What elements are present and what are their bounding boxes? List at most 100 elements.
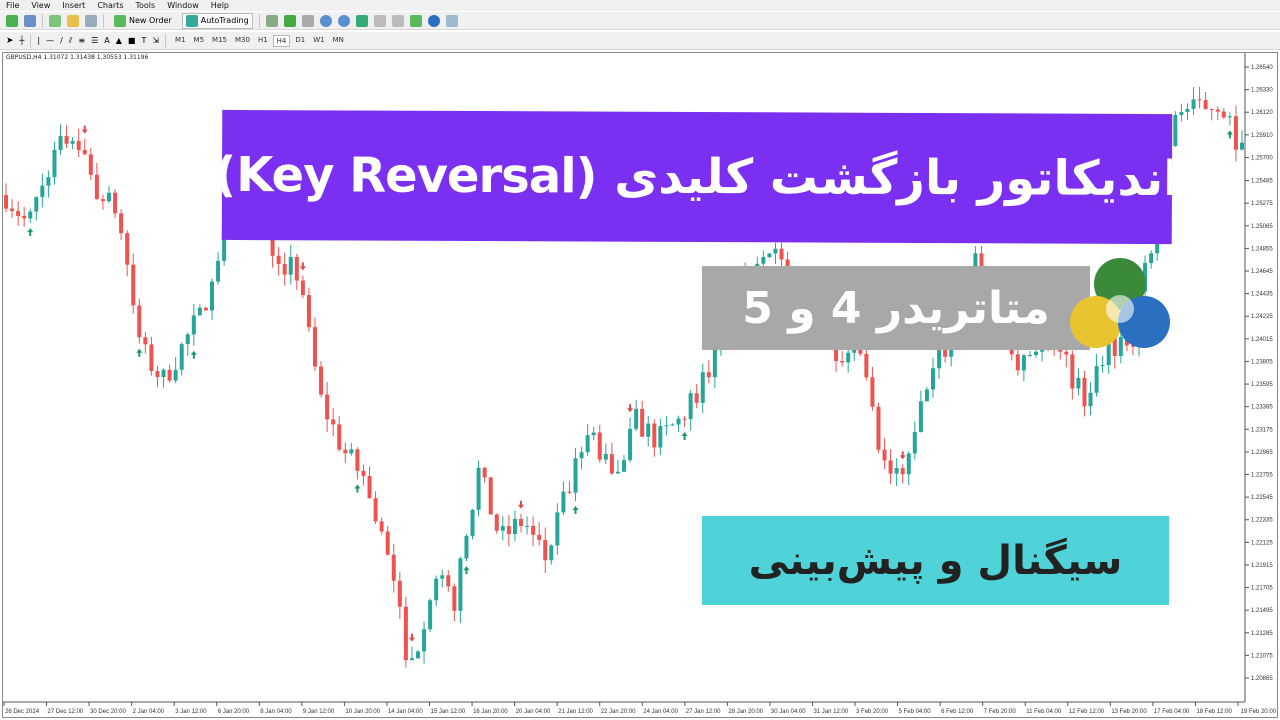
timeframe-m5[interactable]: M5 [193, 35, 205, 44]
bear-candle [706, 372, 711, 378]
bear-candle [567, 491, 572, 493]
templates-icon[interactable] [445, 14, 458, 27]
bear-candle [76, 140, 81, 150]
text-label-icon[interactable]: T [141, 36, 147, 45]
time-label: 16 Jan 20:00 [473, 709, 508, 715]
bull-candle [1027, 355, 1032, 357]
autotrading-label: AutoTrading [200, 16, 249, 25]
sell-arrow-icon [627, 404, 634, 413]
terminal-icon[interactable] [85, 14, 97, 27]
bear-candle [482, 467, 487, 478]
subtitle-banner: سیگنال و پیش‌بینی [702, 516, 1169, 605]
divider [165, 33, 167, 48]
bull-candle [1191, 99, 1196, 109]
timeframe-w1[interactable]: W1 [313, 35, 325, 44]
bull-candle [500, 526, 505, 531]
menu-window[interactable]: Window [167, 1, 199, 10]
rectangle-icon[interactable]: ■ [127, 36, 136, 45]
menu-file[interactable]: File [6, 1, 20, 10]
profiles-icon[interactable] [24, 14, 36, 27]
vertical-line-icon[interactable]: | [37, 36, 41, 45]
bear-candle [125, 233, 130, 265]
bull-candle [222, 226, 227, 261]
timeframe-d1[interactable]: D1 [295, 35, 306, 44]
bull-candle [906, 453, 911, 475]
new-order-button[interactable]: New Order [110, 13, 176, 29]
bear-candle [1130, 345, 1135, 347]
bear-candle [888, 460, 893, 474]
bull-candle [937, 350, 942, 369]
menu-help[interactable]: Help [210, 1, 229, 10]
bull-candle [1227, 116, 1232, 118]
sell-arrow-icon [81, 125, 88, 134]
text-icon[interactable]: A [104, 36, 110, 45]
time-label: 30 Dec 20:00 [90, 709, 126, 715]
bear-candle [494, 514, 499, 531]
bear-candle [325, 394, 330, 420]
new-order-icon [114, 14, 126, 27]
fibonacci-icon[interactable]: ≡ [78, 36, 86, 45]
time-label: 14 Jan 04:00 [388, 709, 423, 715]
divider [103, 13, 104, 28]
bear-candle [640, 408, 645, 437]
horizontal-line-icon[interactable]: — [46, 36, 55, 45]
channel-icon[interactable]: ⫽ [68, 35, 73, 45]
new-chart-icon[interactable] [6, 14, 18, 27]
bull-candle [464, 535, 469, 559]
indicators-icon[interactable] [409, 14, 422, 27]
cursor-icon[interactable]: ➤ [6, 35, 14, 46]
bull-candle [634, 408, 639, 429]
zoom-in-icon[interactable] [319, 14, 332, 27]
navigator-icon[interactable] [67, 14, 79, 27]
bull-candle [210, 281, 214, 311]
gann-icon[interactable]: ☰ [91, 36, 99, 45]
timeframe-h4[interactable]: H4 [272, 34, 291, 47]
line-chart-icon[interactable] [301, 14, 314, 27]
bull-candle [549, 545, 554, 561]
price-label: 1.24645 [1251, 269, 1273, 275]
bull-candle [1106, 338, 1111, 366]
autotrading-button[interactable]: AutoTrading [181, 12, 253, 29]
price-label: 1.25485 [1251, 179, 1273, 185]
bear-candle [779, 248, 784, 260]
bull-candle [846, 352, 851, 363]
time-label: 12 Feb 12:00 [1069, 709, 1105, 715]
menu-insert[interactable]: Insert [62, 1, 86, 10]
price-label: 1.22335 [1251, 518, 1273, 524]
market-watch-icon[interactable] [49, 14, 61, 27]
bull-candle [161, 369, 166, 378]
timeframe-m30[interactable]: M30 [234, 35, 250, 44]
bear-candle [1197, 99, 1202, 101]
timeframe-m1[interactable]: M1 [175, 35, 186, 44]
bear-candle [900, 468, 905, 475]
tile-windows-icon[interactable] [355, 14, 368, 27]
bear-candle [397, 580, 402, 607]
bear-candle [149, 344, 154, 372]
candlestick-icon[interactable] [283, 14, 296, 27]
bull-candle [1173, 114, 1178, 146]
time-label: 27 Jan 12:00 [686, 709, 721, 715]
bear-candle [1203, 100, 1208, 109]
bull-candle [1021, 355, 1026, 371]
time-label: 10 Jan 20:00 [345, 709, 380, 715]
trendline-icon[interactable]: / [60, 36, 63, 45]
timeframe-mn[interactable]: MN [332, 35, 344, 44]
autoscroll-icon[interactable] [373, 14, 386, 27]
menu-view[interactable]: View [31, 1, 51, 10]
periods-icon[interactable] [427, 14, 440, 27]
buy-arrow-icon [681, 432, 688, 441]
timeframe-m15[interactable]: M15 [212, 35, 227, 44]
chart-shift-icon[interactable] [391, 14, 404, 27]
menu-charts[interactable]: Charts [97, 1, 124, 10]
zoom-out-icon[interactable] [337, 14, 350, 27]
time-label: 30 Jan 04:00 [771, 709, 806, 715]
crosshair-icon[interactable]: ┼ [19, 36, 25, 45]
timeframe-h1[interactable]: H1 [257, 35, 268, 44]
bull-candle [700, 372, 705, 403]
arrows-icon[interactable]: ⇲ [152, 36, 160, 45]
bear-candle [1233, 116, 1238, 150]
triangle-icon[interactable]: ▲ [115, 36, 122, 45]
bar-chart-icon[interactable] [265, 14, 278, 27]
menu-tools[interactable]: Tools [135, 1, 156, 10]
